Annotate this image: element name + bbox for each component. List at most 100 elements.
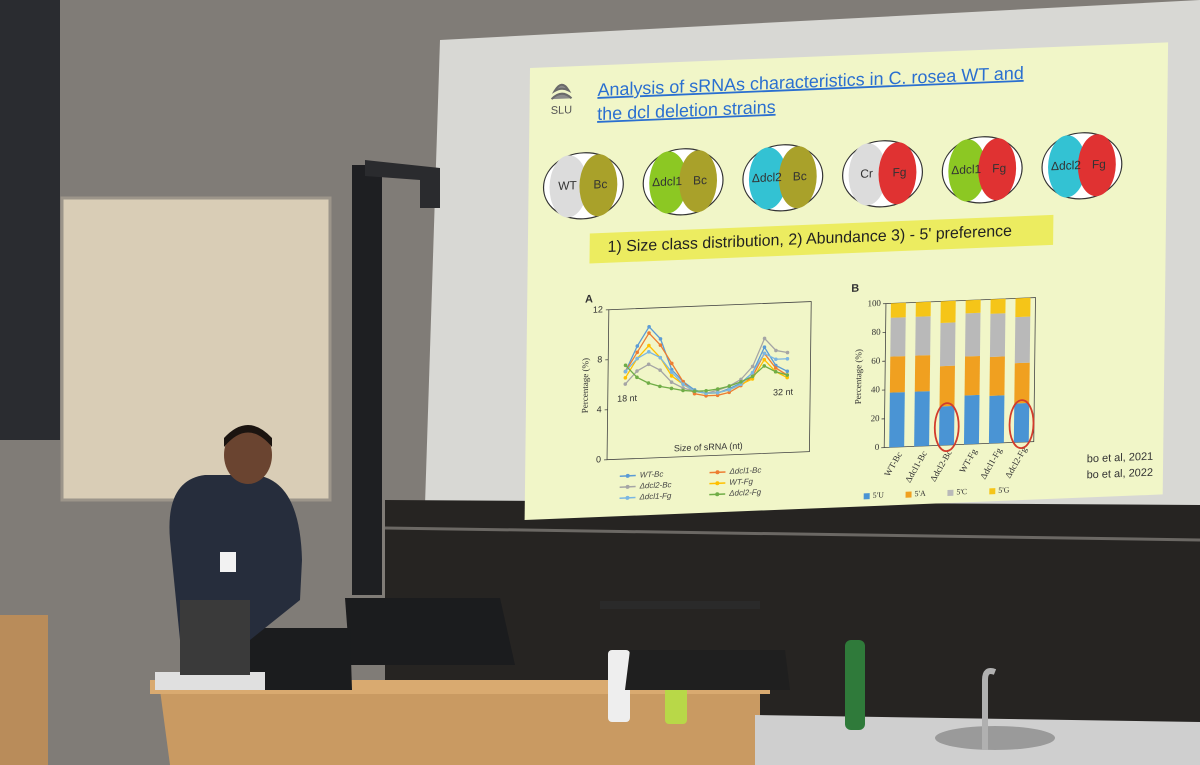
panel-label: A [585, 293, 593, 305]
bar-segment [965, 299, 981, 314]
venn-left [1048, 135, 1086, 198]
x-axis-label: Size of sRNA (nt) [674, 441, 743, 454]
bracket [365, 160, 440, 208]
dark-pillar [0, 0, 60, 440]
data-point [658, 384, 662, 389]
plot-frame [883, 297, 1036, 449]
data-point [669, 374, 674, 378]
data-point [715, 393, 720, 398]
bar-segment [890, 302, 906, 318]
data-point [623, 382, 628, 386]
sink [935, 726, 1055, 750]
data-point [646, 381, 651, 385]
legend-dot [715, 492, 720, 497]
legend-dot [625, 473, 630, 478]
name-badge [220, 552, 236, 572]
data-point [750, 374, 755, 379]
logo-text: SLU [551, 104, 573, 117]
data-point [739, 377, 743, 382]
bar-segment [915, 301, 931, 317]
bar-segment [988, 395, 1005, 444]
data-point [646, 362, 651, 367]
data-point [727, 388, 732, 392]
document-camera-arm [600, 601, 760, 609]
data-point [681, 386, 685, 390]
data-point [739, 380, 743, 384]
venn-right [1077, 134, 1116, 197]
venn-right [878, 142, 917, 205]
person-hair [224, 425, 272, 447]
venn-left [948, 139, 987, 202]
data-point [704, 393, 708, 398]
data-point [750, 364, 755, 369]
legend-dot [625, 484, 630, 489]
bar-segment [990, 298, 1006, 314]
data-point [635, 344, 640, 348]
y-tick-label: 0 [875, 442, 880, 452]
data-point [727, 390, 732, 395]
venn-left [848, 143, 887, 206]
bar-segment [989, 313, 1006, 357]
legend-label: 5'U [873, 490, 885, 499]
y-axis-label: Percentage (%) [853, 349, 864, 405]
y-tick-label: 40 [871, 384, 881, 394]
data-point [774, 357, 778, 362]
legend-label: Δdcl2-Fg [728, 488, 762, 498]
venn-left-label: WT [558, 178, 577, 193]
data-point [774, 348, 778, 353]
venn-left-label: Δdcl2 [752, 170, 782, 185]
highlight-ring [933, 402, 960, 453]
data-point [692, 389, 697, 394]
legend-label: WT-Fg [729, 477, 753, 487]
legend-label: WT-Bc [640, 470, 664, 480]
venn-left-label: Δdcl2 [1051, 158, 1081, 173]
data-point [658, 343, 663, 347]
legend-dot [715, 481, 720, 486]
venn-right [579, 154, 618, 217]
y-axis-label: Percentage (%) [580, 358, 591, 414]
y-tick-label: 20 [871, 413, 881, 423]
legend-swatch [863, 493, 870, 500]
plot-frame [606, 301, 812, 461]
legend-dot [625, 495, 630, 500]
monitor [345, 598, 515, 665]
data-point [635, 369, 639, 373]
whiteboard [60, 196, 332, 502]
venn-left [748, 147, 787, 210]
y-tick-label: 12 [593, 304, 603, 314]
bar-segment [889, 356, 906, 393]
data-point [669, 370, 674, 374]
data-point [785, 373, 790, 377]
bar-segment [914, 391, 930, 447]
data-point [635, 375, 639, 380]
annotation: 32 nt [773, 387, 794, 398]
faucet [982, 668, 997, 750]
bar-segment [1013, 402, 1030, 443]
y-tick-label: 0 [596, 454, 601, 464]
logo-leaf [550, 83, 573, 100]
data-point [623, 369, 628, 374]
bar-segment [939, 365, 955, 407]
y-tick-label: 4 [597, 404, 602, 414]
data-point [692, 391, 697, 396]
highlight-box [589, 214, 1054, 264]
bar-segment [1014, 316, 1031, 364]
bar-segment [939, 405, 955, 446]
person-head [224, 426, 272, 484]
bar-segment [1014, 362, 1030, 404]
citation: bo et al, 2021 [1087, 451, 1153, 466]
venn-right [679, 150, 718, 213]
venn-right [978, 138, 1017, 201]
side-shelf [0, 615, 48, 765]
data-point [669, 380, 674, 384]
data-point [715, 391, 720, 395]
legend-label: Δdcl2-Bc [639, 480, 672, 490]
bar-segment [965, 312, 981, 357]
citation: bo et al, 2022 [1087, 467, 1153, 482]
data-point [623, 375, 628, 380]
bar-segment [889, 392, 905, 448]
bar-segment [964, 355, 980, 396]
data-point [635, 350, 640, 355]
bottle [845, 640, 865, 730]
venn-right-label: Fg [892, 165, 906, 180]
